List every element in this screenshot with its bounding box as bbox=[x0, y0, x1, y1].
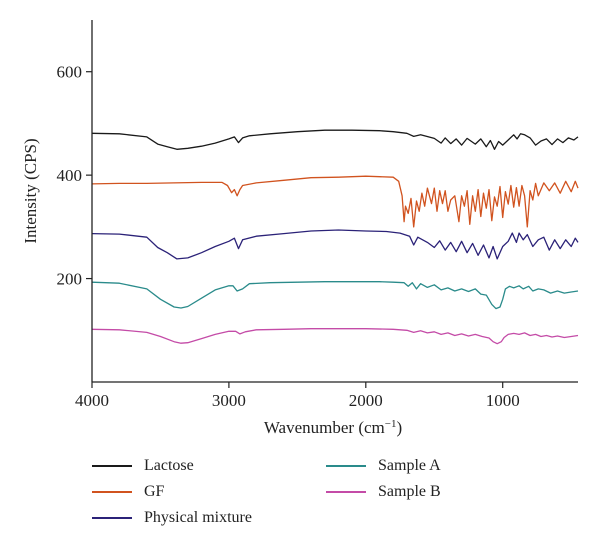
series-line-physical-mixture bbox=[91, 229, 579, 260]
plot-series bbox=[91, 129, 579, 345]
x-ticks: 4000 3000 2000 1000 bbox=[75, 382, 520, 410]
x-tick-label: 4000 bbox=[75, 391, 109, 410]
x-axis-title-superscript: −1 bbox=[385, 418, 397, 430]
y-tick-label: 400 bbox=[57, 166, 83, 185]
series-line-sample-a bbox=[91, 281, 579, 310]
series-line-gf bbox=[91, 175, 579, 228]
y-tick-label: 200 bbox=[57, 270, 83, 289]
x-tick-label: 2000 bbox=[349, 391, 383, 410]
series-line-lactose bbox=[91, 129, 579, 150]
x-tick-label: 3000 bbox=[212, 391, 246, 410]
y-tick-label: 600 bbox=[57, 63, 83, 82]
y-axis-title: Intensity (CPS) bbox=[21, 138, 40, 243]
series-line-sample-b bbox=[91, 328, 579, 345]
axes: 200 400 600 4000 3000 2000 1000 bbox=[57, 20, 578, 410]
x-axis-title-main: Wavenumber (cm bbox=[264, 418, 385, 437]
x-axis-title: Wavenumber (cm−1) bbox=[264, 418, 402, 437]
y-ticks: 200 400 600 bbox=[57, 63, 92, 289]
x-tick-label: 1000 bbox=[486, 391, 520, 410]
x-axis-title-end: ) bbox=[396, 418, 402, 437]
